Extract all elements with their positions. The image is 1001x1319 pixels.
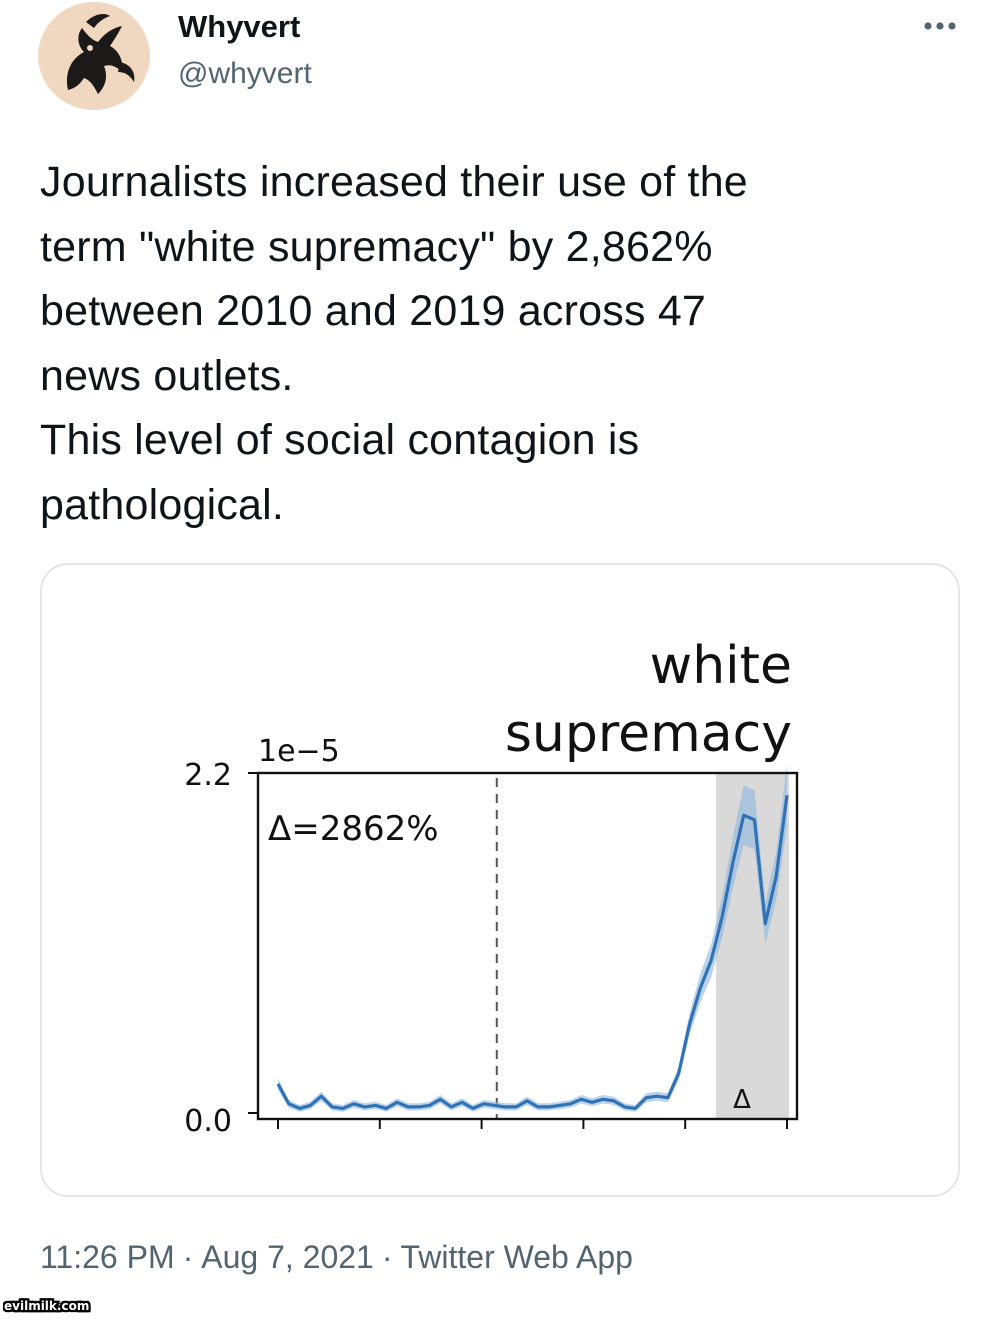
delta-marker: Δ — [733, 1085, 751, 1115]
chart-title-line-1: white — [650, 636, 792, 696]
timestamp-date[interactable]: Aug 7, 2021 — [201, 1239, 374, 1275]
more-options-button[interactable] — [912, 6, 968, 46]
y-axis-multiplier-label: 1e−5 — [258, 734, 340, 769]
tweet-text: Journalists increased their use of the t… — [40, 158, 748, 529]
plot-frame — [256, 771, 799, 1121]
tweet-timestamp: 11:26 PM · Aug 7, 2021 · Twitter Web App — [40, 1237, 633, 1277]
y-tick-label-top: 2.2 — [184, 758, 232, 793]
y-tick-label-bottom: 0.0 — [184, 1104, 232, 1139]
timestamp-separator: · — [381, 1239, 393, 1275]
author-display-name[interactable]: Whyvert — [178, 9, 301, 44]
tweet-media-image[interactable]: white supremacy 1e−5 2.2 0.0 Δ=2862% Δ — [40, 563, 960, 1197]
chart-title-line-2: supremacy — [505, 704, 792, 764]
site-watermark-logo: evilmilk.com — [3, 1298, 91, 1314]
timestamp-separator: · — [182, 1239, 194, 1275]
series-line — [276, 795, 789, 1110]
chart: white supremacy 1e−5 2.2 0.0 Δ=2862% Δ — [184, 636, 799, 1139]
author-avatar[interactable] — [38, 2, 150, 110]
dragon-emblem-icon — [40, 2, 148, 110]
timestamp-time[interactable]: 11:26 PM — [40, 1239, 175, 1275]
more-options-icon — [924, 22, 956, 30]
timestamp-source[interactable]: Twitter Web App — [400, 1239, 633, 1275]
svg-text:evilmilk.com: evilmilk.com — [4, 1299, 89, 1313]
author-handle[interactable]: @whyvert — [178, 57, 312, 90]
change-annotation: Δ=2862% — [268, 809, 439, 849]
